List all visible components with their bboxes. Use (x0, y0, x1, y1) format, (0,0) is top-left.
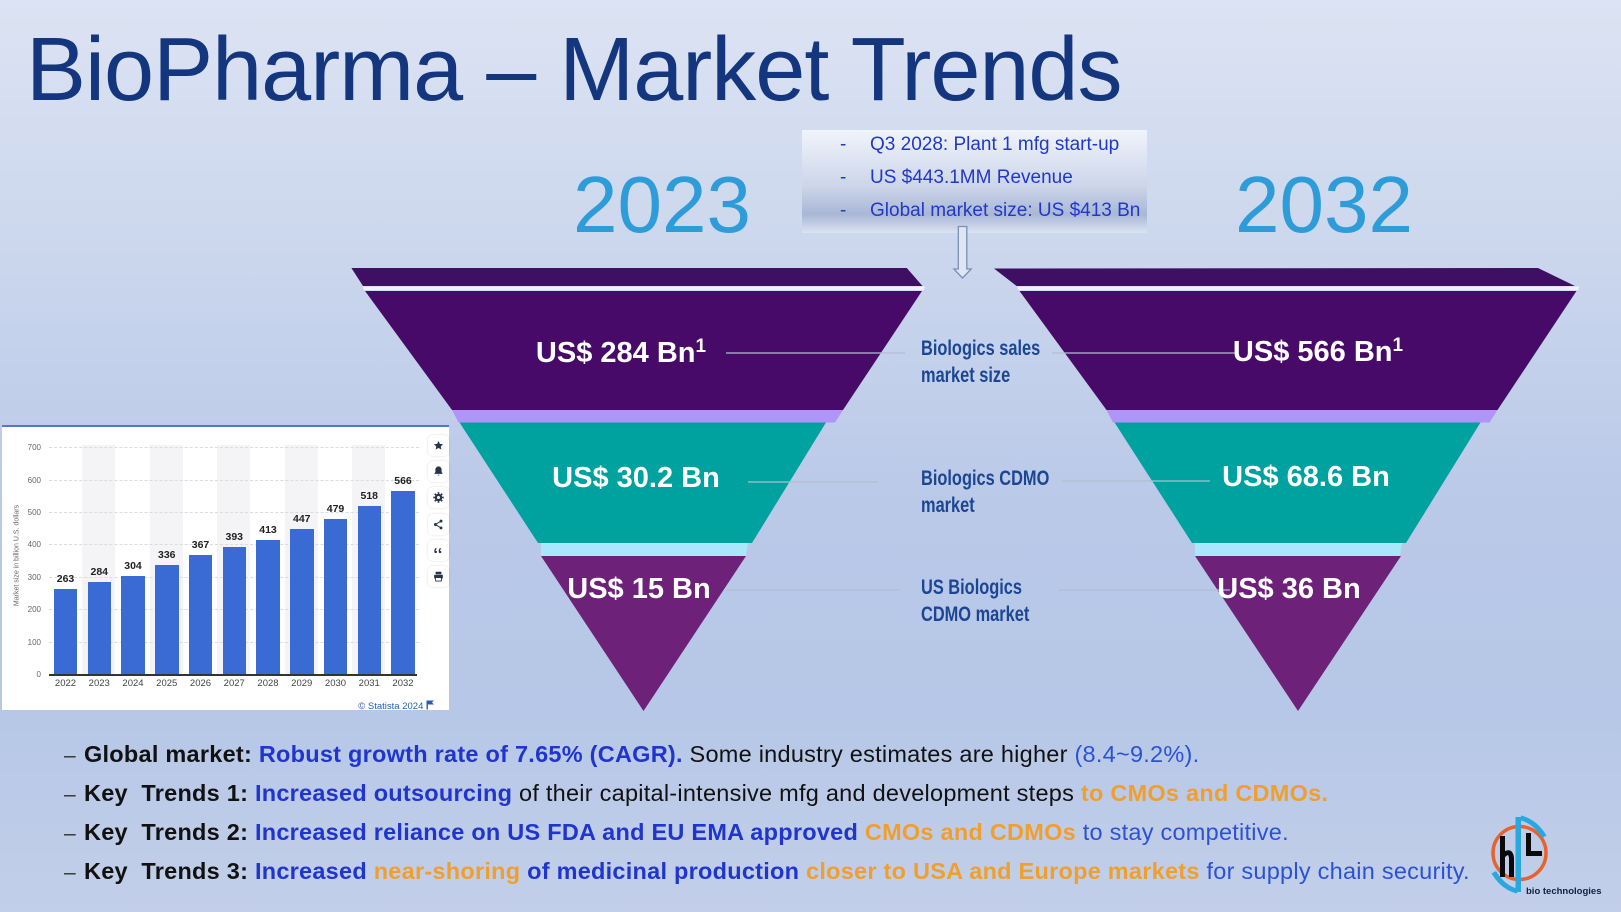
svg-text:bio technologies: bio technologies (1526, 886, 1601, 897)
svg-text:US$ 284 Bn1: US$ 284 Bn1 (536, 336, 707, 369)
svg-text:US$ 566 Bn1: US$ 566 Bn1 (1233, 335, 1404, 368)
svg-text:US$ 30.2 Bn: US$ 30.2 Bn (552, 462, 720, 494)
svg-text:US$ 68.6 Bn: US$ 68.6 Bn (1222, 461, 1390, 493)
svg-text:US$ 36 Bn: US$ 36 Bn (1217, 573, 1360, 605)
svg-text:US$ 15 Bn: US$ 15 Bn (567, 573, 710, 605)
